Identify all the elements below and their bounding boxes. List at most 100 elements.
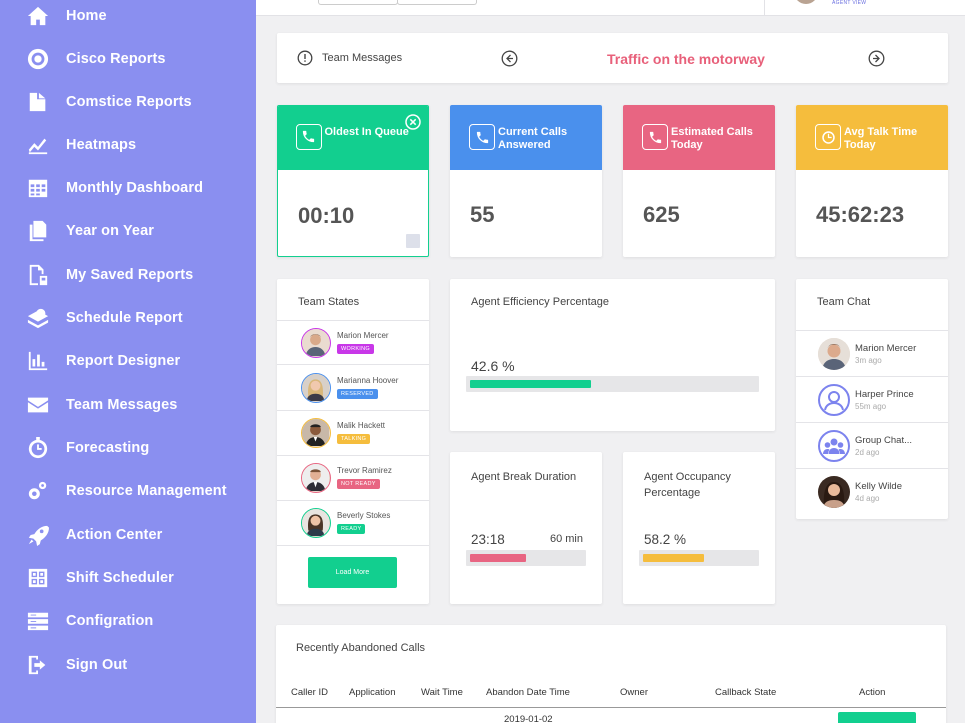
column-header[interactable]: Application — [349, 687, 396, 698]
target-icon — [26, 47, 50, 71]
agent-efficiency-value: 42.6 % — [471, 358, 515, 374]
bar-chart-icon — [26, 349, 50, 373]
sidebar-item-monthly-dashboard[interactable]: Monthly Dashboard — [0, 168, 256, 208]
stat-card-current-calls-answered[interactable]: Current Calls Answered 55 — [450, 105, 602, 257]
chat-name: Group Chat... — [855, 435, 913, 446]
sidebar-item-label: Shift Scheduler — [66, 570, 174, 586]
clock-gear-icon — [26, 436, 50, 460]
user-avatar[interactable] — [794, 0, 818, 4]
team-chat-title: Team Chat — [817, 296, 871, 308]
sidebar-item-label: Cisco Reports — [66, 51, 166, 67]
agent-view-label: AGENT VIEW — [832, 0, 867, 6]
group-icon — [818, 430, 850, 462]
sidebar-item-configration[interactable]: Configration — [0, 601, 256, 641]
stat-title: Avg Talk Time Today — [844, 126, 918, 151]
header-control-left[interactable] — [318, 0, 398, 5]
sidebar-item-resource-management[interactable]: Resource Management — [0, 471, 256, 511]
sidebar: Home Cisco Reports Comstice Reports Heat… — [0, 0, 256, 723]
column-header[interactable]: Caller ID — [291, 687, 328, 698]
member-name: Trevor Ramirez — [337, 466, 392, 475]
sidebar-item-label: Configration — [66, 613, 154, 629]
sidebar-item-home[interactable]: Home — [0, 0, 256, 36]
callback-action-button[interactable] — [838, 712, 916, 723]
stat-title: Current Calls Answered — [498, 126, 568, 151]
chat-item[interactable]: Marion Mercer 3m ago — [796, 331, 948, 377]
sidebar-item-action-center[interactable]: Action Center — [0, 515, 256, 555]
list-item[interactable]: Marion Mercer WORKING — [277, 320, 429, 365]
member-name: Malik Hackett — [337, 421, 386, 430]
divider — [796, 468, 948, 469]
list-item[interactable]: Malik Hackett TALKING — [277, 411, 429, 456]
chat-name: Kelly Wilde — [855, 481, 902, 492]
stat-value: 625 — [643, 202, 680, 227]
abandoned-calls-title: Recently Abandoned Calls — [296, 642, 426, 654]
sidebar-item-label: Heatmaps — [66, 137, 137, 153]
divider — [796, 422, 948, 423]
chat-time: 3m ago — [855, 356, 882, 365]
header-control-right[interactable] — [397, 0, 477, 5]
column-header[interactable]: Owner — [620, 687, 648, 698]
sidebar-item-heatmaps[interactable]: Heatmaps — [0, 125, 256, 165]
header-divider — [764, 0, 765, 16]
sidebar-item-label: Home — [66, 8, 107, 24]
member-name: Marion Mercer — [337, 331, 389, 340]
chat-item[interactable]: Harper Prince 55m ago — [796, 377, 948, 423]
load-more-button[interactable]: Load More — [308, 557, 397, 588]
break-duration-target: 60 min — [549, 533, 583, 545]
list-item[interactable]: Beverly Stokes READY — [277, 501, 429, 546]
top-header: AGENT VIEW — [256, 0, 965, 16]
stat-title: Oldest In Queue — [324, 125, 409, 138]
sidebar-item-schedule-report[interactable]: Schedule Report — [0, 298, 256, 338]
phone-icon — [642, 124, 668, 150]
column-header[interactable]: Action — [859, 687, 886, 698]
avatar — [301, 463, 331, 493]
column-header[interactable]: Callback State — [715, 687, 777, 698]
previous-message-icon[interactable] — [501, 50, 518, 67]
phone-icon — [469, 124, 495, 150]
chat-item[interactable]: Kelly Wilde 4d ago — [796, 469, 948, 515]
status-badge: RESERVED — [337, 389, 378, 399]
sidebar-item-label: Schedule Report — [66, 310, 183, 326]
chat-item[interactable]: Group Chat... 2d ago — [796, 423, 948, 469]
sidebar-item-label: Forecasting — [66, 440, 150, 456]
agent-occupancy-card: Agent Occupancy Percentage 58.2 % — [623, 452, 775, 604]
close-icon[interactable] — [404, 113, 421, 130]
info-circle-icon — [297, 50, 313, 66]
stat-value: 00:10 — [298, 203, 355, 228]
sidebar-item-comstice-reports[interactable]: Comstice Reports — [0, 82, 256, 122]
avatar — [818, 476, 850, 508]
expand-icon[interactable] — [406, 234, 420, 248]
sidebar-item-forecasting[interactable]: Forecasting — [0, 428, 256, 468]
sidebar-item-shift-scheduler[interactable]: Shift Scheduler — [0, 558, 256, 598]
saved-report-icon — [26, 263, 50, 287]
next-message-icon[interactable] — [868, 50, 885, 67]
envelope-icon — [26, 393, 50, 417]
stat-card-estimated-calls-today[interactable]: Estimated Calls Today 625 — [623, 105, 775, 257]
sidebar-item-label: Action Center — [66, 527, 163, 543]
stat-card-oldest-in-queue[interactable]: Oldest In Queue 00:10 — [277, 105, 429, 257]
chat-name: Harper Prince — [855, 389, 914, 400]
member-name: Marianna Hoover — [337, 376, 399, 385]
column-header[interactable]: Wait Time — [421, 687, 463, 698]
agent-break-duration-card: Agent Break Duration 23:18 60 min — [450, 452, 602, 604]
team-message-text: Traffic on the motorway — [607, 51, 765, 67]
sidebar-item-label: Report Designer — [66, 353, 181, 369]
agent-efficiency-progress — [466, 376, 759, 392]
divider — [796, 330, 948, 331]
list-item[interactable]: Marianna Hoover RESERVED — [277, 366, 429, 411]
sidebar-item-cisco-reports[interactable]: Cisco Reports — [0, 39, 256, 79]
chat-time: 4d ago — [855, 494, 880, 503]
sidebar-item-report-designer[interactable]: Report Designer — [0, 341, 256, 381]
sidebar-item-year-on-year[interactable]: Year on Year — [0, 211, 256, 251]
sidebar-item-my-saved-reports[interactable]: My Saved Reports — [0, 255, 256, 295]
stat-card-avg-talk-time-today[interactable]: Avg Talk Time Today 45:62:23 — [796, 105, 948, 257]
sidebar-item-label: Team Messages — [66, 397, 178, 413]
list-item[interactable]: Trevor Ramirez NOT READY — [277, 456, 429, 501]
column-header[interactable]: Abandon Date Time — [486, 687, 570, 698]
divider — [796, 376, 948, 377]
clock-icon — [815, 124, 841, 150]
break-duration-progress — [466, 550, 586, 566]
sidebar-item-sign-out[interactable]: Sign Out — [0, 645, 256, 685]
sidebar-item-team-messages[interactable]: Team Messages — [0, 385, 256, 425]
avatar — [818, 338, 850, 370]
